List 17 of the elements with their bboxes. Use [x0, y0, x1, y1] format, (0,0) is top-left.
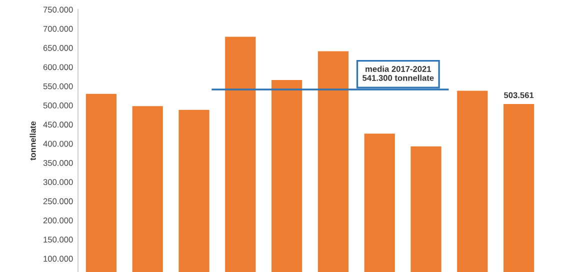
ref-line-label: media 2017-2021 541.300 tonnellate — [362, 66, 434, 81]
y-tick-label: 650.000 — [43, 45, 73, 51]
y-tick-label: 150.000 — [44, 236, 73, 243]
y-tick-label: 100.000 — [44, 256, 73, 262]
y-tick-label: 200.000 — [43, 217, 73, 224]
y-tick-label: 300.000 — [43, 179, 73, 186]
y-tick-label: 400.000 — [43, 140, 73, 147]
y-tick-label: 550.000 — [43, 83, 73, 90]
y-tick-label: 750.000 — [43, 6, 73, 13]
data-label: 503.561 — [504, 92, 534, 98]
y-tick-label: 600.000 — [43, 64, 73, 70]
y-tick-label: 500.000 — [43, 102, 73, 108]
y-tick-label: 450.000 — [43, 122, 73, 128]
y-tick-label: 700.000 — [43, 26, 73, 32]
y-tick-label: 250.000 — [43, 198, 73, 204]
y-axis-title: tonnellate — [30, 121, 36, 160]
y-tick-label: 350.000 — [43, 160, 73, 166]
